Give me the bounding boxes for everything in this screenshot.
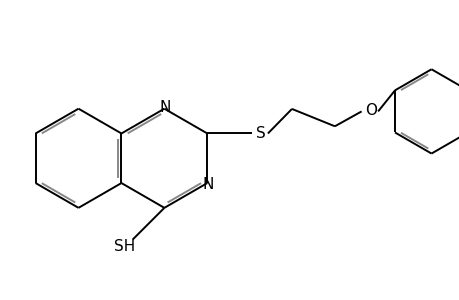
Text: N: N <box>202 177 213 192</box>
Text: SH: SH <box>114 239 135 254</box>
Text: S: S <box>256 126 266 141</box>
Text: O: O <box>364 103 376 118</box>
Text: N: N <box>159 100 171 115</box>
